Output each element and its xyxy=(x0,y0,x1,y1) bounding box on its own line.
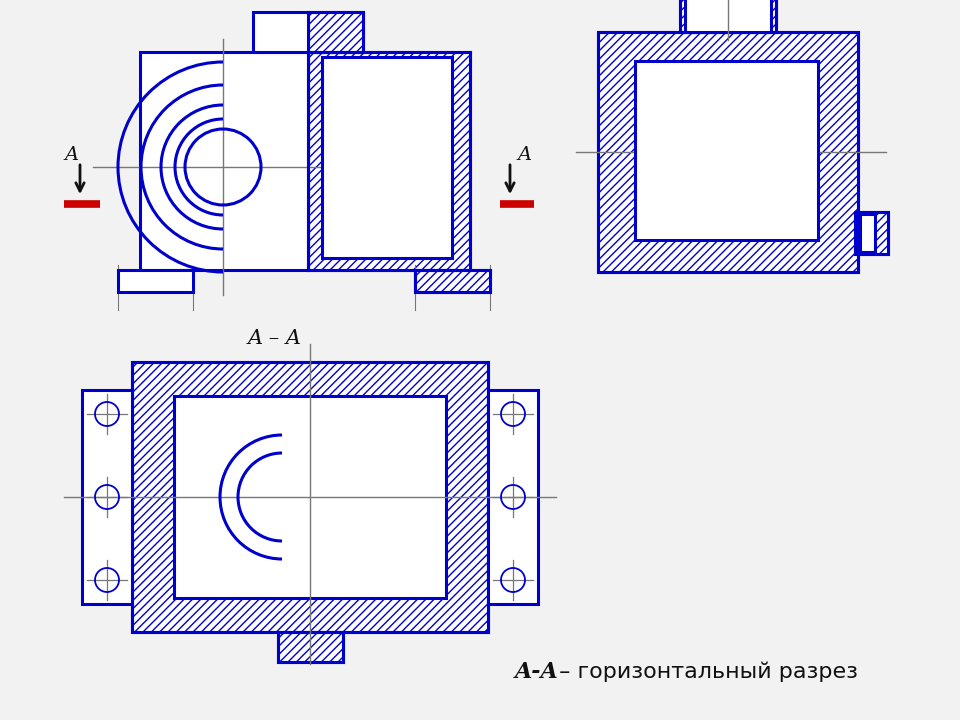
Bar xyxy=(855,212,888,254)
Text: – горизонтальный разрез: – горизонтальный разрез xyxy=(552,662,858,682)
Bar xyxy=(685,0,771,32)
Bar xyxy=(278,632,343,662)
Bar xyxy=(598,32,858,272)
Bar xyxy=(308,52,470,270)
Bar xyxy=(132,362,488,632)
Bar xyxy=(82,390,132,604)
Bar xyxy=(680,0,776,32)
Bar xyxy=(680,0,776,32)
Bar xyxy=(855,212,888,254)
Bar xyxy=(488,390,538,604)
Bar xyxy=(415,270,490,292)
Bar xyxy=(118,270,193,292)
Bar xyxy=(308,52,470,270)
Text: A: A xyxy=(64,146,78,164)
Bar xyxy=(308,12,363,52)
Bar xyxy=(140,52,308,270)
Bar xyxy=(308,12,363,52)
Bar xyxy=(598,32,858,272)
Bar xyxy=(680,0,776,32)
Bar xyxy=(415,270,490,292)
Text: A: A xyxy=(517,146,531,164)
Bar xyxy=(415,270,490,292)
Bar xyxy=(860,214,875,252)
Text: A – A: A – A xyxy=(248,329,302,348)
Bar xyxy=(174,396,446,598)
Bar xyxy=(253,12,308,52)
Bar xyxy=(278,632,343,662)
Bar xyxy=(308,12,363,52)
Text: A-A: A-A xyxy=(515,661,559,683)
Bar xyxy=(598,32,858,272)
Bar xyxy=(132,362,488,632)
Bar xyxy=(635,61,818,240)
Bar xyxy=(322,57,452,258)
Bar xyxy=(855,212,888,254)
Bar xyxy=(308,52,470,270)
Bar xyxy=(132,362,488,632)
Bar xyxy=(278,632,343,662)
